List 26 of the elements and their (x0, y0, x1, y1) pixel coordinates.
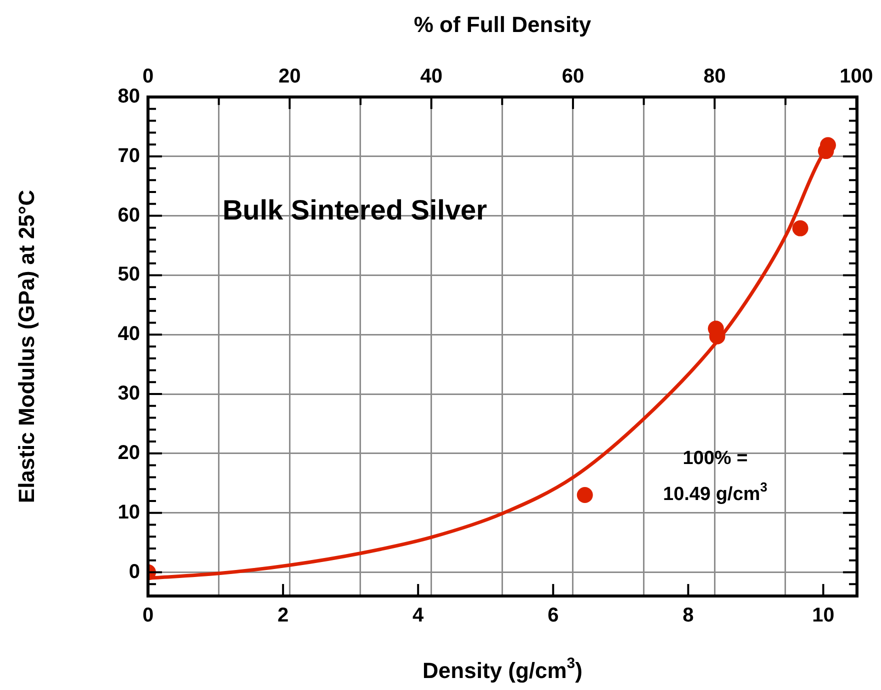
y-axis-title: Elastic Modulus (GPa) at 25°C (14, 190, 39, 504)
x-tick-label: 8 (682, 604, 694, 627)
y-tick-label: 70 (118, 144, 140, 167)
x-tick-label: 2 (277, 604, 289, 627)
x-tick-label: 6 (548, 604, 559, 627)
x2-tick-label: 20 (278, 66, 301, 88)
x-tick-label: 0 (142, 604, 154, 627)
y-tick-label: 80 (118, 86, 140, 108)
annotation: Bulk Sintered Silver (222, 194, 488, 226)
y-tick-label: 10 (118, 501, 140, 524)
y-tick-label: 20 (118, 442, 140, 464)
x2-tick-label: 40 (420, 66, 442, 88)
x-tick-label: 10 (812, 604, 834, 627)
x2-tick-label: 80 (704, 66, 726, 88)
x-tick-label: 4 (412, 604, 425, 627)
x2-tick-label: 60 (562, 66, 584, 88)
x2-tick-label: 100 (840, 66, 873, 88)
y-tick-label: 0 (128, 560, 140, 583)
y-tick-label: 50 (118, 264, 140, 286)
y-tick-label: 30 (118, 382, 140, 405)
point (792, 220, 808, 236)
y-tick-label: 40 (118, 323, 140, 346)
x2-axis-title: % of Full Density (414, 12, 592, 37)
y-tick-label: 60 (118, 204, 140, 226)
point (576, 487, 593, 504)
x2-tick-label: 0 (142, 66, 154, 88)
